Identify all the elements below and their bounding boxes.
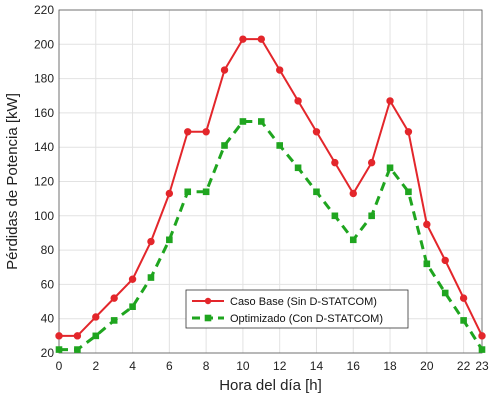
series-line: [59, 119, 484, 352]
data-point: [386, 164, 394, 172]
x-tick-label: 8: [203, 359, 210, 373]
y-tick-label: 200: [34, 37, 54, 51]
y-tick-label: 60: [41, 277, 55, 291]
y-tick-label: 20: [41, 346, 55, 360]
series-layer: [55, 35, 486, 353]
data-point: [220, 66, 229, 74]
data-point: [258, 118, 265, 125]
data-point: [239, 118, 247, 125]
data-point: [349, 236, 357, 244]
data-point: [313, 188, 320, 196]
y-tick-label: 220: [34, 3, 54, 17]
data-point: [294, 164, 302, 172]
data-point: [166, 236, 173, 244]
x-tick-label: 23: [475, 359, 489, 373]
legend-label: Caso Base (Sin D-STATCOM): [230, 296, 377, 308]
y-axis-ticks: 20 40 60 80 100 120 140 160 180 200 220: [34, 3, 54, 360]
data-point: [128, 275, 137, 283]
data-point: [404, 128, 413, 136]
x-tick-label: 4: [129, 359, 136, 373]
plot-area: [58, 9, 483, 354]
data-point: [92, 332, 100, 340]
y-tick-label: 100: [34, 209, 54, 223]
data-point: [110, 317, 118, 324]
x-tick-label: 18: [383, 359, 397, 373]
data-point: [55, 332, 63, 340]
x-axis-label: Hora del día [h]: [219, 377, 322, 394]
x-tick-label: 16: [347, 359, 361, 373]
x-tick-label: 2: [92, 359, 99, 373]
data-point: [147, 237, 155, 246]
data-point: [202, 188, 210, 196]
y-tick-label: 160: [34, 106, 54, 120]
data-point: [405, 188, 412, 196]
data-point: [368, 212, 375, 220]
data-point: [275, 66, 284, 74]
data-point: [423, 260, 431, 268]
y-tick-label: 120: [34, 175, 54, 189]
x-tick-label: 20: [420, 359, 434, 373]
legend-swatch-marker: [204, 314, 212, 322]
y-tick-label: 180: [34, 72, 54, 86]
data-point: [257, 35, 266, 43]
data-point: [129, 303, 136, 310]
data-point: [441, 256, 449, 265]
data-point: [55, 346, 63, 353]
data-point: [423, 220, 431, 229]
y-tick-label: 40: [41, 312, 55, 326]
data-point: [459, 294, 468, 302]
data-point: [331, 212, 339, 220]
data-point: [239, 35, 247, 43]
legend-box: [185, 289, 409, 329]
y-tick-label: 80: [41, 243, 55, 257]
data-point: [386, 97, 394, 105]
series-1: [55, 35, 486, 340]
data-point: [165, 189, 174, 198]
data-point: [184, 128, 192, 136]
x-axis-ticks: 0 2 4 6 8 10 12 14 16 18 20 22 23: [56, 359, 489, 373]
series-line: [59, 38, 483, 337]
x-tick-label: 0: [56, 359, 63, 373]
data-point: [221, 142, 228, 149]
data-point: [441, 289, 449, 297]
x-tick-label: 10: [236, 359, 250, 373]
y-axis-label: Pérdidas de Potencia [kW]: [4, 93, 21, 270]
data-point: [184, 188, 192, 196]
series-2: [55, 118, 486, 353]
data-point: [331, 158, 339, 167]
data-point: [478, 332, 486, 340]
data-point: [92, 313, 100, 321]
x-tick-label: 14: [310, 359, 324, 373]
legend: Caso Base (Sin D-STATCOM) Optimizado (Con…: [185, 289, 409, 329]
data-point: [110, 294, 118, 302]
data-point: [147, 274, 155, 281]
legend-swatch-marker: [204, 297, 212, 305]
data-point: [202, 128, 210, 136]
data-point: [367, 158, 376, 167]
data-point: [294, 97, 302, 105]
x-tick-label: 12: [273, 359, 287, 373]
x-tick-label: 22: [457, 359, 471, 373]
y-tick-label: 140: [34, 140, 54, 154]
data-point: [312, 128, 321, 136]
data-point: [276, 142, 283, 149]
data-point: [74, 346, 81, 353]
data-point: [349, 189, 357, 198]
legend-item: Caso Base (Sin D-STATCOM): [192, 296, 377, 308]
data-point: [73, 332, 82, 340]
data-point: [478, 346, 486, 353]
legend-label: Optimizado (Con D-STATCOM): [230, 313, 383, 325]
legend-item: Optimizado (Con D-STATCOM): [192, 313, 383, 325]
data-point: [460, 317, 467, 324]
x-tick-label: 6: [166, 359, 173, 373]
